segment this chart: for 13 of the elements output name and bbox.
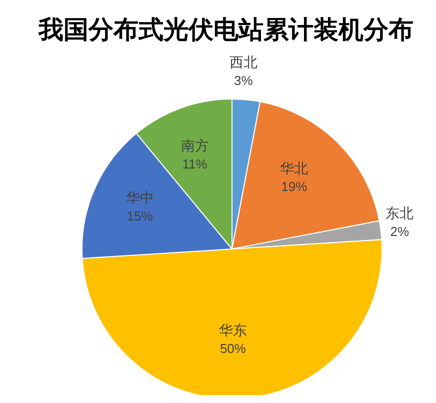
- data-label: 11%: [182, 156, 208, 172]
- data-label: 3%: [234, 72, 254, 88]
- data-label: 15%: [126, 208, 154, 224]
- chart-title: 我国分布式光伏电站累计装机分布: [38, 15, 414, 44]
- data-label: 19%: [281, 178, 308, 194]
- slice-label: 南方: [180, 138, 209, 155]
- slice-label: 东北: [386, 206, 414, 222]
- slice-label: 华中: [126, 190, 154, 206]
- data-label: 2%: [390, 224, 410, 240]
- slice-label: 华北: [280, 160, 308, 177]
- slice-label: 西北: [229, 54, 258, 71]
- slice-label: 华东: [218, 322, 247, 339]
- data-label: 50%: [220, 340, 246, 356]
